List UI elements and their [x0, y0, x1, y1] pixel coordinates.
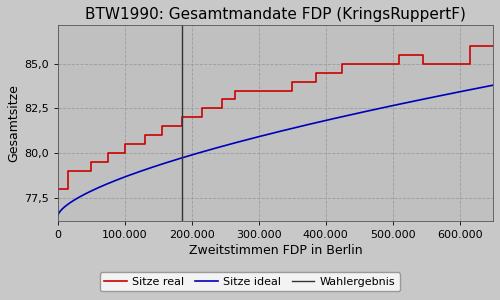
- Sitze real: [122, 142, 128, 146]
- Sitze real: [366, 62, 372, 66]
- Sitze real: [259, 89, 265, 92]
- Sitze real: [312, 71, 318, 74]
- Sitze real: [289, 80, 295, 83]
- Sitze real: [232, 98, 238, 101]
- Sitze real: [178, 124, 184, 128]
- Sitze ideal: [402, 101, 408, 105]
- Sitze real: [232, 89, 238, 92]
- Sitze real: [466, 62, 472, 66]
- Sitze real: [340, 62, 345, 66]
- Sitze real: [420, 62, 426, 66]
- Sitze real: [490, 44, 496, 48]
- Sitze real: [55, 187, 61, 190]
- Sitze real: [219, 106, 225, 110]
- Sitze ideal: [231, 141, 237, 145]
- Sitze real: [396, 53, 402, 57]
- Sitze real: [340, 71, 345, 74]
- Sitze real: [142, 134, 148, 137]
- Sitze ideal: [394, 103, 400, 106]
- Sitze real: [312, 80, 318, 83]
- Y-axis label: Gesamtsitze: Gesamtsitze: [7, 84, 20, 162]
- Sitze real: [65, 169, 71, 173]
- Sitze real: [158, 124, 164, 128]
- Sitze real: [122, 151, 128, 155]
- Sitze ideal: [55, 214, 61, 217]
- Sitze real: [466, 44, 472, 48]
- Sitze real: [105, 151, 111, 155]
- Sitze real: [88, 169, 94, 173]
- Sitze real: [420, 53, 426, 57]
- Sitze real: [105, 160, 111, 164]
- Sitze ideal: [490, 83, 496, 87]
- Line: Sitze real: Sitze real: [58, 46, 493, 189]
- Sitze real: [65, 187, 71, 190]
- Sitze real: [259, 89, 265, 92]
- Title: BTW1990: Gesamtmandate FDP (KringsRuppertF): BTW1990: Gesamtmandate FDP (KringsRupper…: [85, 7, 466, 22]
- Sitze real: [158, 134, 164, 137]
- Sitze real: [219, 98, 225, 101]
- Legend: Sitze real, Sitze ideal, Wahlergebnis: Sitze real, Sitze ideal, Wahlergebnis: [100, 272, 400, 291]
- Sitze ideal: [354, 112, 360, 115]
- Sitze ideal: [100, 184, 105, 188]
- Sitze real: [178, 116, 184, 119]
- Line: Sitze ideal: Sitze ideal: [58, 85, 493, 215]
- Sitze real: [88, 160, 94, 164]
- Sitze real: [396, 62, 402, 66]
- Sitze real: [366, 62, 372, 66]
- Sitze real: [199, 106, 205, 110]
- X-axis label: Zweitstimmen FDP in Berlin: Zweitstimmen FDP in Berlin: [188, 244, 362, 257]
- Sitze real: [142, 142, 148, 146]
- Sitze real: [289, 89, 295, 92]
- Sitze ideal: [246, 137, 252, 141]
- Sitze real: [199, 116, 205, 119]
